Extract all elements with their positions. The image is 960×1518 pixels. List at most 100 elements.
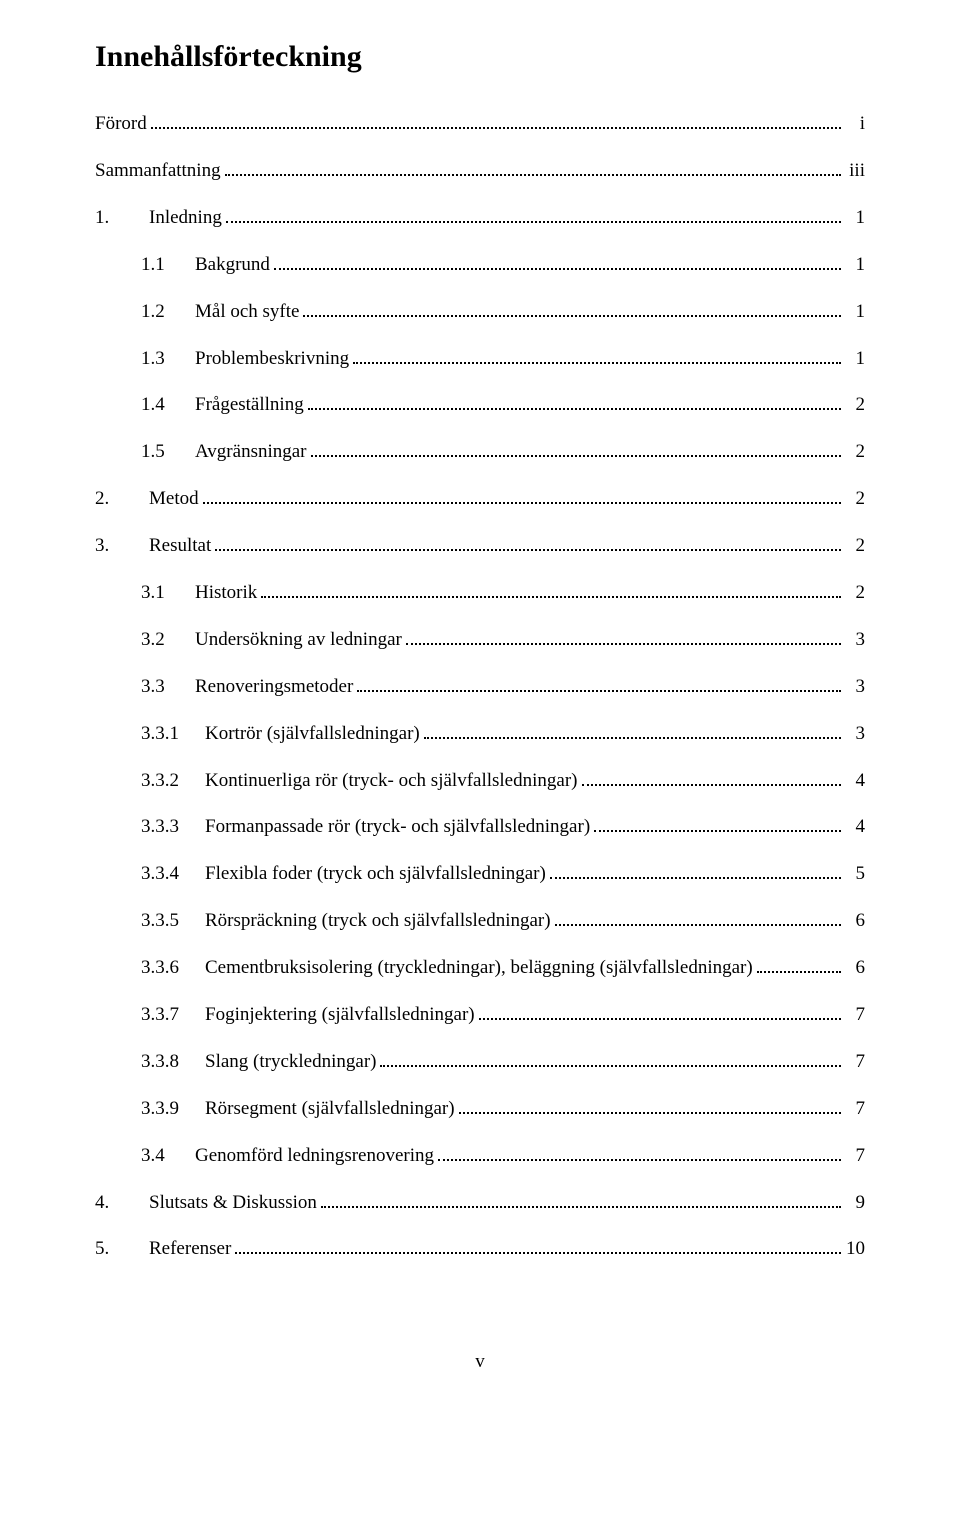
- toc-entry-number: 1.5: [141, 441, 195, 464]
- toc-entry-number: 3.3.2: [141, 770, 205, 793]
- toc-entry: 3.3.9Rörsegment (självfallsledningar)7: [95, 1095, 865, 1121]
- toc-entry: 4.Slutsats & Diskussion9: [95, 1188, 865, 1214]
- toc-leader-dots: [757, 954, 841, 973]
- toc-entry-label: Foginjektering (självfallsledningar): [205, 1004, 475, 1027]
- toc-entry-number: 1.1: [141, 254, 195, 277]
- toc-leader-dots: [406, 626, 841, 645]
- toc-leader-dots: [438, 1142, 841, 1161]
- toc-entry-number: 3.3: [141, 676, 195, 699]
- toc-leader-dots: [353, 344, 841, 363]
- toc-entry-number: 3.3.8: [141, 1051, 205, 1074]
- toc-entry-number: 3.: [95, 535, 149, 558]
- toc-entry-number: 3.3.1: [141, 723, 205, 746]
- toc-entry: 3.3.8Slang (tryckledningar)7: [95, 1048, 865, 1074]
- toc-entry-number: 5.: [95, 1238, 149, 1261]
- toc-entry: 3.3.1Kortrör (självfallsledningar)3: [95, 720, 865, 746]
- toc-entry-label: Kortrör (självfallsledningar): [205, 723, 420, 746]
- toc-entry-page: 4: [845, 770, 865, 793]
- toc-leader-dots: [303, 298, 841, 317]
- toc-entry: 3.3.4Flexibla foder (tryck och självfall…: [95, 860, 865, 886]
- toc-entry-label: Avgränsningar: [195, 441, 307, 464]
- toc-entry-label: Metod: [149, 488, 199, 511]
- toc-entry-label: Problembeskrivning: [195, 348, 349, 371]
- toc-entry-label: Undersökning av ledningar: [195, 629, 402, 652]
- toc-entry-page: 10: [845, 1238, 865, 1261]
- toc-entry-label: Bakgrund: [195, 254, 270, 277]
- toc-entry-page: iii: [845, 160, 865, 183]
- toc-entry-page: 3: [845, 676, 865, 699]
- toc-leader-dots: [459, 1095, 841, 1114]
- toc-entry: 3.3Renoveringsmetoder 3: [95, 673, 865, 699]
- toc-leader-dots: [274, 251, 841, 270]
- toc-leader-dots: [203, 485, 841, 504]
- toc-entry: 5.Referenser 10: [95, 1235, 865, 1261]
- toc-leader-dots: [225, 157, 841, 176]
- toc-entry-label: Flexibla foder (tryck och självfallsledn…: [205, 863, 546, 886]
- toc-entry: 3.3.5Rörspräckning (tryck och självfalls…: [95, 907, 865, 933]
- toc-entry-number: 1.4: [141, 394, 195, 417]
- toc-entry-page: 4: [845, 816, 865, 839]
- toc-entry-label: Rörspräckning (tryck och självfallsledni…: [205, 910, 551, 933]
- toc-entry-page: 1: [845, 348, 865, 371]
- toc-entry-number: 3.4: [141, 1145, 195, 1168]
- toc-leader-dots: [582, 766, 842, 785]
- toc-entry-page: 1: [845, 207, 865, 230]
- toc-entry: 1.1Bakgrund 1: [95, 251, 865, 277]
- toc-entry-page: 1: [845, 301, 865, 324]
- toc-entry: 3.3.6Cementbruksisolering (tryckledninga…: [95, 954, 865, 980]
- toc-entry-number: 3.1: [141, 582, 195, 605]
- toc-leader-dots: [424, 720, 841, 739]
- toc-leader-dots: [555, 907, 841, 926]
- toc-entry-label: Slang (tryckledningar): [205, 1051, 376, 1074]
- toc-entry-label: Renoveringsmetoder: [195, 676, 353, 699]
- toc-entry: 2.Metod2: [95, 485, 865, 511]
- toc-leader-dots: [321, 1188, 841, 1207]
- toc-entry-page: 7: [845, 1145, 865, 1168]
- toc-entry-number: 3.3.3: [141, 816, 205, 839]
- toc-entry-label: Referenser: [149, 1238, 231, 1261]
- toc-title: Innehållsförteckning: [95, 40, 865, 74]
- toc-entry: 3.1Historik2: [95, 579, 865, 605]
- toc-entry-number: 3.2: [141, 629, 195, 652]
- toc-leader-dots: [215, 532, 841, 551]
- toc-entry-page: 2: [845, 582, 865, 605]
- toc-entry: 3.4Genomförd ledningsrenovering 7: [95, 1142, 865, 1168]
- toc-entry-label: Inledning: [149, 207, 222, 230]
- toc-entry: 1.3Problembeskrivning 1: [95, 344, 865, 370]
- toc-entry-page: 6: [845, 910, 865, 933]
- toc-entry-label: Rörsegment (självfallsledningar): [205, 1098, 455, 1121]
- toc-entry-label: Sammanfattning: [95, 160, 221, 183]
- toc-entry: 1.2Mål och syfte1: [95, 298, 865, 324]
- toc-entry: 3.3.2Kontinuerliga rör (tryck- och själv…: [95, 766, 865, 792]
- toc-entry: Förord i: [95, 110, 865, 136]
- toc-entry: Sammanfattning iii: [95, 157, 865, 183]
- toc-entry-label: Slutsats & Diskussion: [149, 1192, 317, 1215]
- toc-entry-label: Förord: [95, 113, 147, 136]
- toc-entry-number: 3.3.6: [141, 957, 205, 980]
- toc-entry-page: 6: [845, 957, 865, 980]
- toc-entry-number: 4.: [95, 1192, 149, 1215]
- toc-entry-label: Resultat: [149, 535, 211, 558]
- toc-entry: 1.4Frågeställning2: [95, 391, 865, 417]
- toc-leader-dots: [235, 1235, 841, 1254]
- toc-entry-label: Frågeställning: [195, 394, 304, 417]
- toc-leader-dots: [380, 1048, 841, 1067]
- toc-entry-page: 2: [845, 535, 865, 558]
- toc-entry-label: Formanpassade rör (tryck- och självfalls…: [205, 816, 590, 839]
- toc-entry-page: 1: [845, 254, 865, 277]
- toc-entry-number: 3.3.7: [141, 1004, 205, 1027]
- toc-leader-dots: [594, 813, 841, 832]
- toc-entry-number: 1.: [95, 207, 149, 230]
- toc-entry-page: 7: [845, 1004, 865, 1027]
- toc-leader-dots: [479, 1001, 841, 1020]
- toc-entry-label: Genomförd ledningsrenovering: [195, 1145, 434, 1168]
- toc-entry-number: 3.3.5: [141, 910, 205, 933]
- toc-leader-dots: [357, 673, 841, 692]
- toc-leader-dots: [261, 579, 841, 598]
- toc-leader-dots: [151, 110, 841, 129]
- toc-entry-number: 2.: [95, 488, 149, 511]
- toc-entry-page: 2: [845, 441, 865, 464]
- toc-entry-page: i: [845, 113, 865, 136]
- toc-entry-number: 1.3: [141, 348, 195, 371]
- toc-entry-label: Kontinuerliga rör (tryck- och självfalls…: [205, 770, 578, 793]
